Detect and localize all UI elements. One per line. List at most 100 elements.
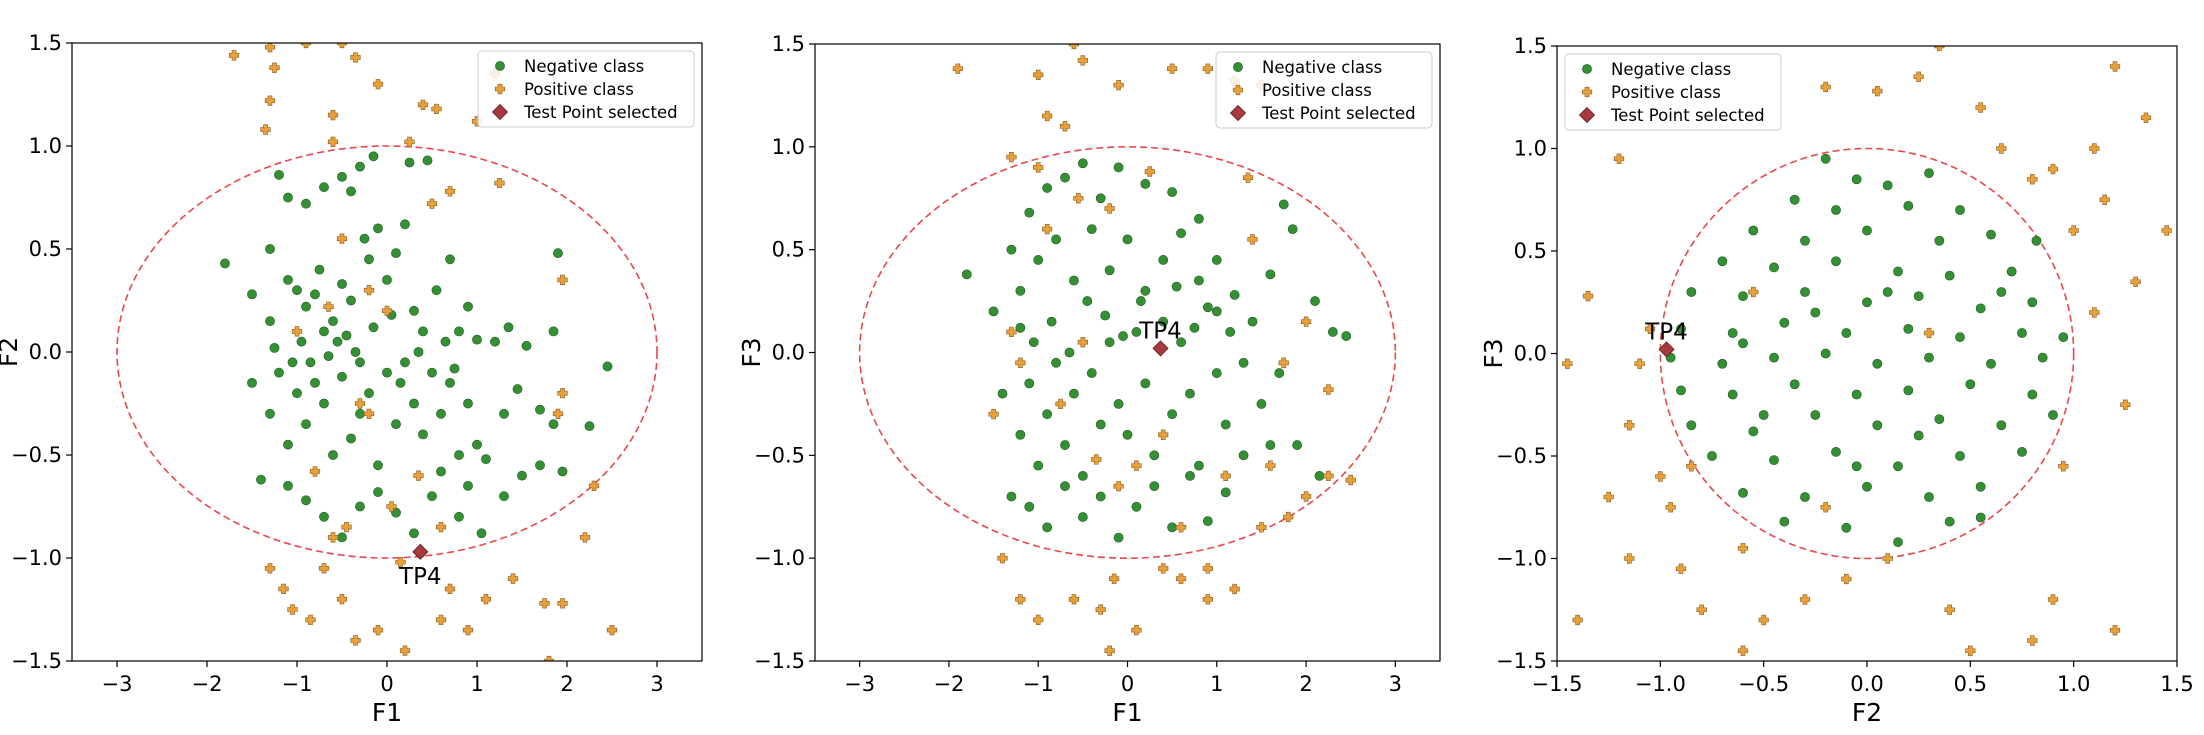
x-tick-label: 2: [1299, 672, 1312, 696]
negative-point: [1944, 516, 1955, 527]
negative-point: [269, 342, 280, 353]
legend-entry-label: Test Point selected: [1261, 104, 1416, 123]
negative-point: [535, 404, 545, 415]
series-plus: [228, 43, 618, 661]
negative-point: [1810, 307, 1821, 318]
negative-point: [323, 351, 334, 362]
positive-point: [264, 563, 276, 574]
positive-point: [350, 635, 361, 646]
positive-point: [1104, 645, 1115, 656]
positive-point: [1265, 460, 1276, 471]
legend-entry-label: Test Point selected: [523, 103, 678, 122]
x-tick-label: −1: [1023, 672, 1054, 696]
positive-point: [480, 594, 492, 605]
negative-point: [988, 306, 999, 317]
negative-point: [1015, 322, 1026, 333]
negative-point: [1176, 228, 1186, 239]
negative-point: [1955, 332, 1965, 342]
positive-point: [336, 233, 348, 244]
negative-point: [1077, 512, 1088, 522]
negative-point: [1194, 275, 1204, 286]
x-tick-label: 0: [1121, 672, 1134, 696]
negative-point: [1686, 287, 1697, 297]
negative-point: [1975, 512, 1986, 523]
positive-point: [341, 522, 352, 533]
negative-point: [1158, 316, 1169, 327]
positive-point: [1055, 398, 1066, 410]
negative-point: [2027, 389, 2038, 400]
negative-point: [1100, 310, 1111, 321]
chart-panel-2: TP4 −3 −2 −1 0 1 2 3 −1.5 −1.0 −0.5 0.0 0.5 1.0 1.5 F1 F…: [737, 32, 1441, 727]
negative-point: [1738, 487, 1748, 498]
decision-boundary-ellipse: [116, 145, 658, 559]
negative-point: [1060, 172, 1070, 183]
negative-point: [2017, 446, 2027, 457]
negative-point: [1024, 378, 1035, 389]
negative-point: [1135, 296, 1146, 306]
negative-point: [1851, 389, 1862, 400]
positive-point: [543, 655, 555, 661]
y-tick-label: 0.0: [29, 340, 62, 364]
negative-point: [503, 322, 514, 333]
negative-point: [337, 532, 347, 543]
series-circle: [1665, 153, 2069, 547]
positive-point: [417, 99, 429, 110]
negative-point: [265, 316, 275, 326]
positive-point: [1202, 594, 1213, 605]
negative-point: [328, 450, 338, 460]
negative-point: [521, 340, 532, 351]
negative-point: [1086, 368, 1097, 378]
positive-point: [2109, 625, 2121, 636]
positive-point: [1696, 604, 1707, 615]
x-axis-label: F1: [1112, 698, 1142, 727]
negative-point: [1924, 492, 1934, 502]
negative-point: [1122, 234, 1133, 245]
negative-point: [454, 450, 464, 460]
positive-point: [1015, 357, 1026, 368]
positive-point: [300, 43, 312, 49]
negative-point: [1727, 328, 1738, 338]
negative-point: [1789, 379, 1800, 390]
positive-point: [1737, 543, 1749, 554]
positive-point: [1073, 193, 1084, 204]
legend-box: [477, 50, 695, 128]
negative-point: [1676, 385, 1686, 396]
negative-point: [1185, 470, 1195, 481]
negative-point: [1975, 481, 1986, 492]
test-point-label: TP4: [398, 564, 442, 590]
positive-point: [1300, 491, 1312, 502]
negative-point: [548, 326, 559, 337]
positive-point: [494, 177, 505, 189]
negative-point: [1996, 420, 2007, 431]
x-tick-label: 0.5: [1954, 672, 1987, 696]
negative-point: [427, 491, 437, 502]
positive-point: [1256, 522, 1267, 533]
negative-point: [382, 274, 392, 285]
negative-point: [1042, 522, 1053, 533]
positive-point: [444, 583, 456, 594]
positive-point: [336, 594, 348, 605]
negative-point: [1882, 287, 1893, 297]
negative-point: [337, 371, 347, 382]
negative-point: [490, 336, 500, 347]
negative-point: [1171, 281, 1182, 292]
positive-point: [309, 466, 321, 477]
positive-point: [1278, 357, 1289, 368]
x-tick-label: −2: [933, 672, 964, 696]
negative-point: [1820, 153, 1831, 164]
positive-point: [1737, 645, 1749, 656]
negative-point: [1831, 256, 1841, 267]
negative-point: [1202, 302, 1213, 313]
positive-point: [1644, 323, 1656, 334]
series-diamond: [1658, 341, 1675, 358]
positive-point: [2027, 174, 2038, 185]
positive-point: [1158, 563, 1169, 574]
negative-point: [1238, 450, 1249, 461]
negative-point: [1158, 255, 1169, 265]
negative-point: [287, 357, 298, 368]
negative-point: [1913, 291, 1924, 301]
negative-point: [1851, 461, 1862, 472]
y-tick-label: −1.0: [11, 546, 62, 570]
negative-point: [445, 377, 455, 388]
